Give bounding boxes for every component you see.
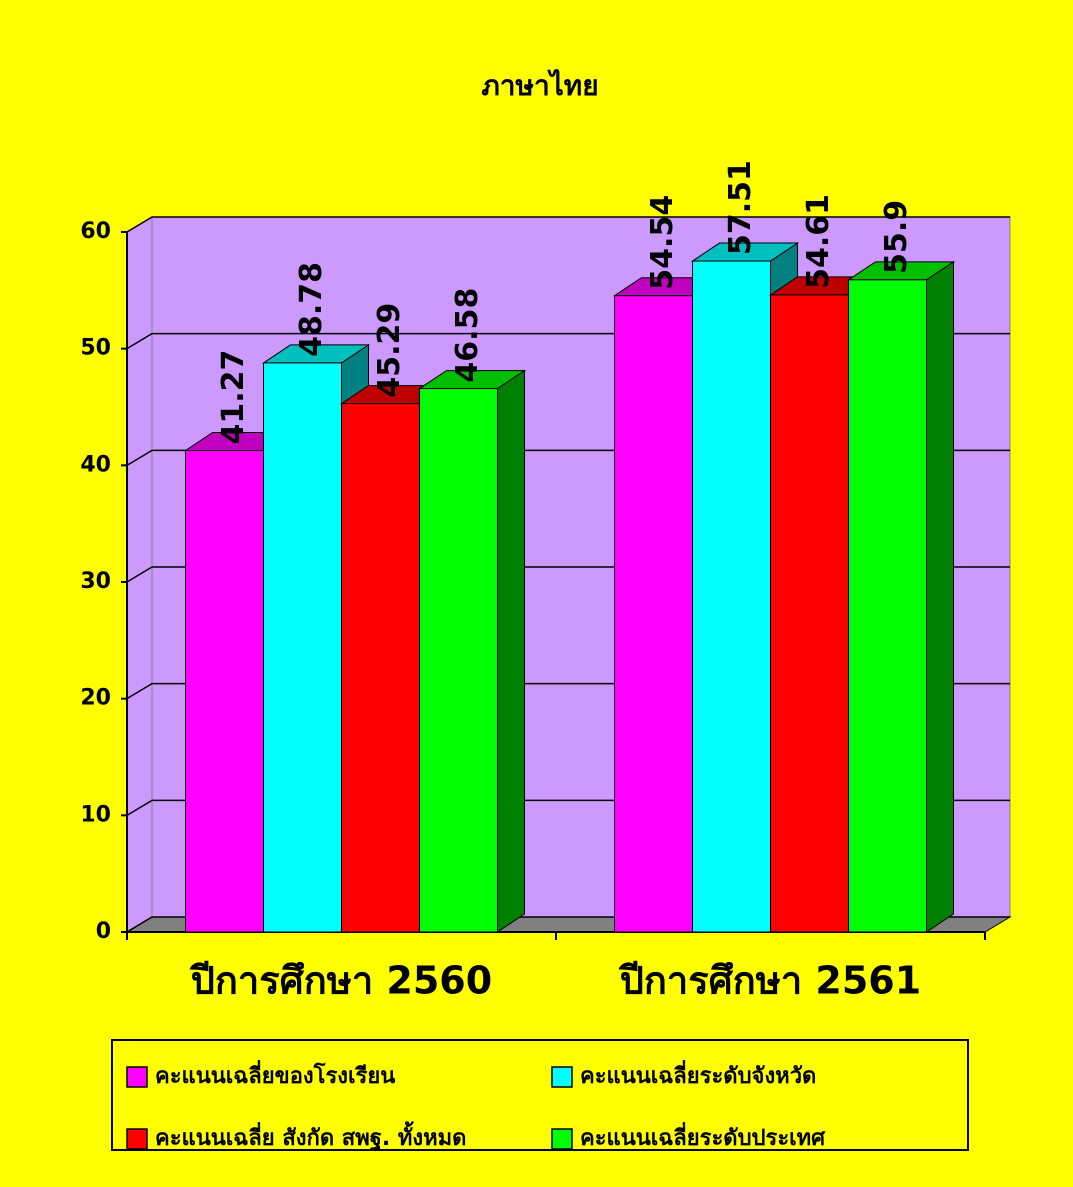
chart-title: ภาษาไทย <box>481 69 598 102</box>
bar <box>341 403 420 933</box>
y-tick-label: 10 <box>80 802 111 827</box>
legend-swatch <box>551 1128 573 1150</box>
y-tick-label: 30 <box>80 569 111 594</box>
legend-swatch <box>126 1066 148 1088</box>
bar <box>263 362 342 933</box>
bar <box>185 450 264 933</box>
value-label: 57.51 <box>723 160 758 255</box>
value-label: 48.78 <box>294 262 329 357</box>
legend-swatch <box>551 1066 573 1088</box>
legend-label: คะแนนเฉลี่ยระดับประเทศ <box>580 1121 826 1151</box>
y-tick-label: 0 <box>96 919 111 944</box>
y-tick-label: 60 <box>80 219 111 244</box>
bar <box>614 295 693 933</box>
y-tick-label: 50 <box>80 336 111 361</box>
legend-label: คะแนนเฉลี่ย สังกัด สพฐ. ทั้งหมด <box>155 1121 466 1152</box>
y-tick-label: 20 <box>80 686 111 711</box>
value-label: 45.29 <box>372 303 407 398</box>
value-label: 46.58 <box>450 288 485 383</box>
legend-label: คะแนนเฉลี่ยระดับจังหวัด <box>580 1059 816 1089</box>
legend-label: คะแนนเฉลี่ยของโรงเรียน <box>155 1059 395 1089</box>
x-tick-label: ปีการศึกษา 2560 <box>189 959 492 1003</box>
x-tick-label: ปีการศึกษา 2561 <box>618 959 921 1003</box>
y-tick-label: 40 <box>80 452 111 477</box>
bar <box>848 279 927 933</box>
value-label: 54.61 <box>801 194 836 289</box>
grid-line <box>126 216 1010 233</box>
legend-swatch <box>126 1128 148 1150</box>
bar <box>692 260 771 933</box>
value-label: 41.27 <box>216 350 251 445</box>
bar-side <box>497 369 525 933</box>
value-label: 54.54 <box>645 195 680 290</box>
bar <box>770 294 849 933</box>
legend-box <box>111 1039 969 1151</box>
bar <box>419 388 498 933</box>
bar-side <box>926 260 954 933</box>
value-label: 55.9 <box>879 200 914 274</box>
